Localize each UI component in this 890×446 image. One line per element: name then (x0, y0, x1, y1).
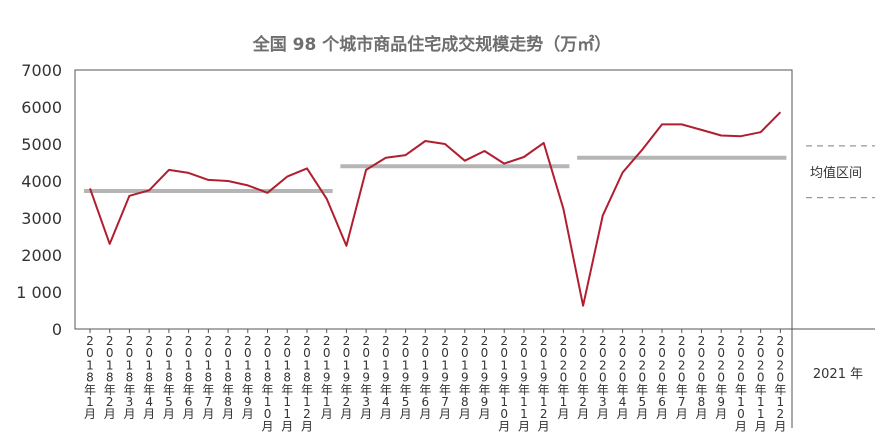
x-label-2021: 2021 年 (813, 367, 863, 382)
series-line (89, 111, 782, 307)
y-tick-label: 2000 (21, 246, 62, 265)
y-axis-ticks: 0 1 000 2000 3000 4000 5000 6000 7000 (16, 61, 62, 339)
series-line-group (89, 111, 782, 307)
y-tick-label: 0 (52, 320, 62, 339)
y-tick-label: 3000 (21, 209, 62, 228)
chart-title: 全国 98 个城市商品住宅成交规模走势（万㎡） (252, 34, 612, 55)
y-tick-label: 6000 (21, 98, 62, 117)
y-tick-label: 1 000 (16, 283, 62, 302)
average-range-label: 均值区间 (810, 165, 862, 181)
side-panel: 均值区间 2021 年 (806, 145, 875, 382)
axes (74, 69, 875, 428)
y-tick-label: 7000 (21, 61, 62, 80)
y-tick-label: 4000 (21, 172, 62, 191)
average-bars (84, 155, 787, 193)
y-tick-label: 5000 (21, 135, 62, 154)
x-axis-ticks: 2 0 1 8 年 1 月 2 0 1 8 年 2 月 2 0 1 8 年 3 月 2 0 1 8 年 4 月 2 0 1 8 年 5 月 2 0 1 8 年… (84, 334, 786, 433)
plot-frame (74, 69, 793, 330)
